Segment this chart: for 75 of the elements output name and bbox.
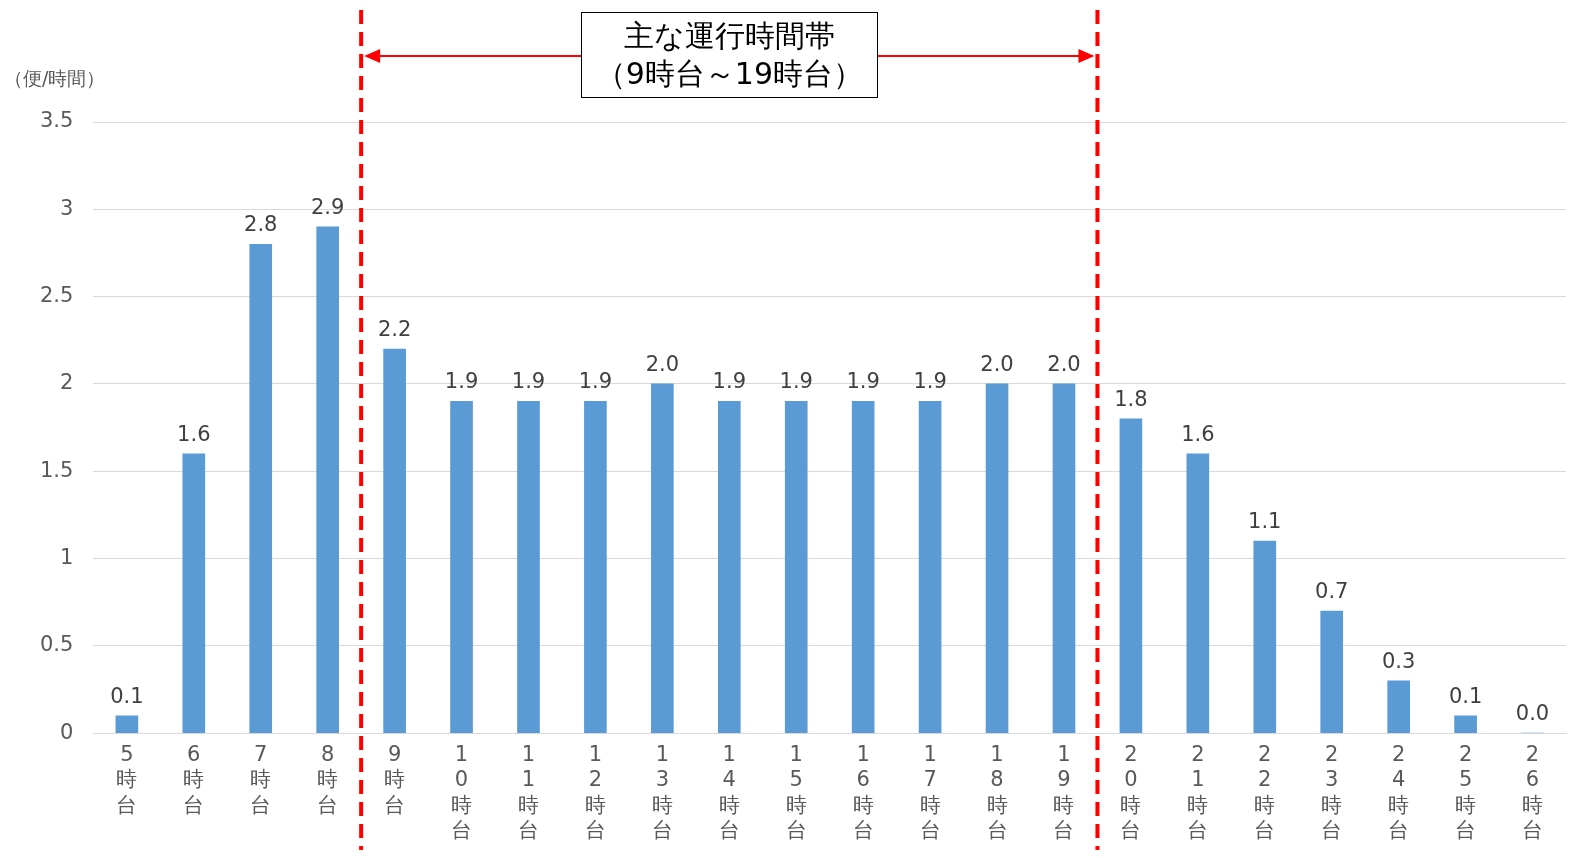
y-tick-label: 3 — [60, 195, 74, 220]
data-label: 1.9 — [578, 369, 613, 394]
bar — [1387, 680, 1410, 734]
x-tick-label: 21時台 — [1187, 742, 1209, 842]
x-tick-label: 25時台 — [1455, 742, 1477, 842]
y-tick-label: 2 — [60, 370, 74, 395]
x-tick-label: 14時台 — [718, 742, 740, 842]
data-label: 1.9 — [779, 369, 813, 394]
data-label: 1.9 — [511, 369, 546, 394]
x-tick-label: 10時台 — [451, 742, 473, 842]
x-tick-label: 19時台 — [1053, 742, 1075, 842]
bar — [316, 226, 340, 734]
text: 主な運行時間帯（9時台～19時台） — [595, 17, 864, 93]
bar — [717, 401, 741, 734]
x-tick-label: 11時台 — [517, 742, 539, 842]
y-tick-label: 0.5 — [39, 632, 74, 657]
bar — [517, 401, 540, 734]
data-label: 1.6 — [1181, 421, 1215, 446]
bar — [651, 383, 674, 734]
data-label: 2.0 — [980, 351, 1014, 376]
x-tick-label: 6時台 — [183, 742, 205, 817]
x-tick-label: 23時台 — [1321, 742, 1343, 842]
bar — [985, 383, 1009, 734]
x-tick-label: 8時台 — [317, 742, 339, 817]
bar — [182, 453, 206, 734]
data-label: 1.9 — [846, 369, 880, 394]
data-label: 0.1 — [1448, 683, 1483, 708]
data-label: 2.2 — [377, 316, 412, 341]
data-label: 1.9 — [712, 369, 746, 394]
data-label: 0.7 — [1315, 578, 1349, 603]
data-label: 2.9 — [310, 194, 345, 219]
bar — [784, 401, 808, 734]
x-tick-label: 22時台 — [1254, 742, 1276, 842]
bar — [450, 401, 473, 734]
y-tick-label: 1 — [60, 545, 74, 570]
data-label: 0.1 — [110, 683, 144, 708]
data-label: 0.0 — [1515, 701, 1550, 726]
bar — [115, 715, 139, 734]
data-label: 0.3 — [1381, 648, 1416, 673]
x-tick-label: 13時台 — [651, 742, 673, 842]
bar — [383, 348, 406, 734]
x-tick-label: 16時台 — [852, 742, 874, 842]
x-tick-label: 9時台 — [384, 742, 406, 817]
y-tick-label: 2.5 — [39, 283, 74, 308]
x-tick-label: 17時台 — [919, 742, 941, 842]
bar — [1052, 383, 1076, 734]
x-tick-label: 20時台 — [1120, 742, 1142, 842]
x-tick-label: 15時台 — [785, 742, 807, 842]
bar — [851, 401, 875, 734]
y-tick-label: 3.5 — [39, 108, 74, 133]
data-label: 2.8 — [244, 212, 278, 237]
y-tick-label: 1.5 — [39, 457, 74, 482]
x-tick-label: 26時台 — [1522, 742, 1544, 842]
x-tick-label: 12時台 — [584, 742, 606, 842]
x-tick-label: 7時台 — [250, 742, 272, 817]
data-label: 1.8 — [1114, 386, 1148, 411]
bar — [1186, 453, 1210, 734]
data-label: 1.9 — [913, 369, 947, 394]
bar — [1253, 540, 1277, 734]
bar — [1119, 418, 1143, 734]
bar — [918, 401, 942, 734]
x-tick-label: 24時台 — [1388, 742, 1410, 842]
data-label: 2.0 — [645, 351, 680, 376]
bar — [249, 243, 273, 734]
data-label: 1.6 — [177, 421, 211, 446]
bar — [1454, 715, 1477, 734]
data-label: 2.0 — [1047, 351, 1081, 376]
y-axis-title: （便/時間） — [4, 66, 106, 89]
data-label: 1.1 — [1248, 509, 1282, 534]
bar — [584, 401, 607, 734]
x-tick-label: 5時台 — [116, 742, 138, 817]
y-tick-label: 0 — [60, 719, 74, 744]
data-label: 1.9 — [444, 369, 479, 394]
bar — [1320, 610, 1344, 734]
x-tick-label: 18時台 — [986, 742, 1008, 842]
